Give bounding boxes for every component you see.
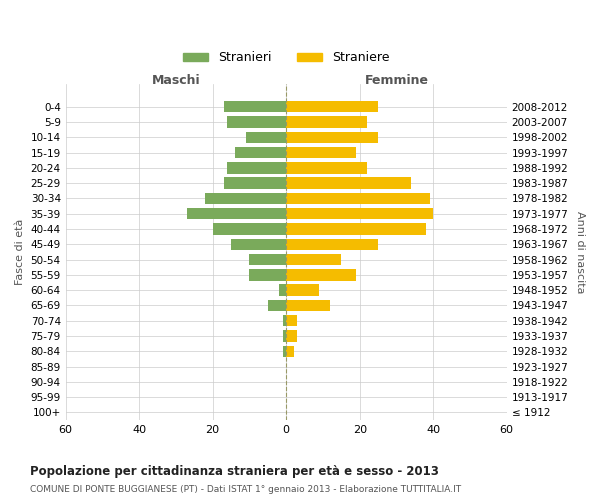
Bar: [286, 101, 378, 112]
Bar: [283, 315, 286, 326]
Bar: [235, 147, 286, 158]
Bar: [205, 192, 286, 204]
Bar: [246, 132, 286, 143]
Bar: [227, 116, 286, 128]
Bar: [279, 284, 286, 296]
Bar: [286, 330, 297, 342]
Bar: [250, 269, 286, 280]
Bar: [286, 162, 367, 173]
Text: Femmine: Femmine: [364, 74, 428, 87]
Bar: [283, 330, 286, 342]
Bar: [187, 208, 286, 220]
Y-axis label: Fasce di età: Fasce di età: [15, 219, 25, 285]
Bar: [224, 178, 286, 189]
Bar: [224, 101, 286, 112]
Bar: [286, 116, 367, 128]
Bar: [268, 300, 286, 311]
Y-axis label: Anni di nascita: Anni di nascita: [575, 210, 585, 293]
Legend: Stranieri, Straniere: Stranieri, Straniere: [178, 46, 394, 70]
Bar: [283, 346, 286, 357]
Bar: [212, 224, 286, 235]
Bar: [286, 269, 356, 280]
Bar: [227, 162, 286, 173]
Bar: [231, 238, 286, 250]
Bar: [286, 315, 297, 326]
Bar: [286, 224, 426, 235]
Text: Popolazione per cittadinanza straniera per età e sesso - 2013: Popolazione per cittadinanza straniera p…: [30, 465, 439, 478]
Bar: [286, 346, 293, 357]
Bar: [286, 284, 319, 296]
Text: COMUNE DI PONTE BUGGIANESE (PT) - Dati ISTAT 1° gennaio 2013 - Elaborazione TUTT: COMUNE DI PONTE BUGGIANESE (PT) - Dati I…: [30, 485, 461, 494]
Bar: [250, 254, 286, 266]
Bar: [286, 178, 411, 189]
Text: Maschi: Maschi: [152, 74, 200, 87]
Bar: [286, 147, 356, 158]
Bar: [286, 132, 378, 143]
Bar: [286, 300, 331, 311]
Bar: [286, 238, 378, 250]
Bar: [286, 208, 433, 220]
Bar: [286, 192, 430, 204]
Bar: [286, 254, 341, 266]
